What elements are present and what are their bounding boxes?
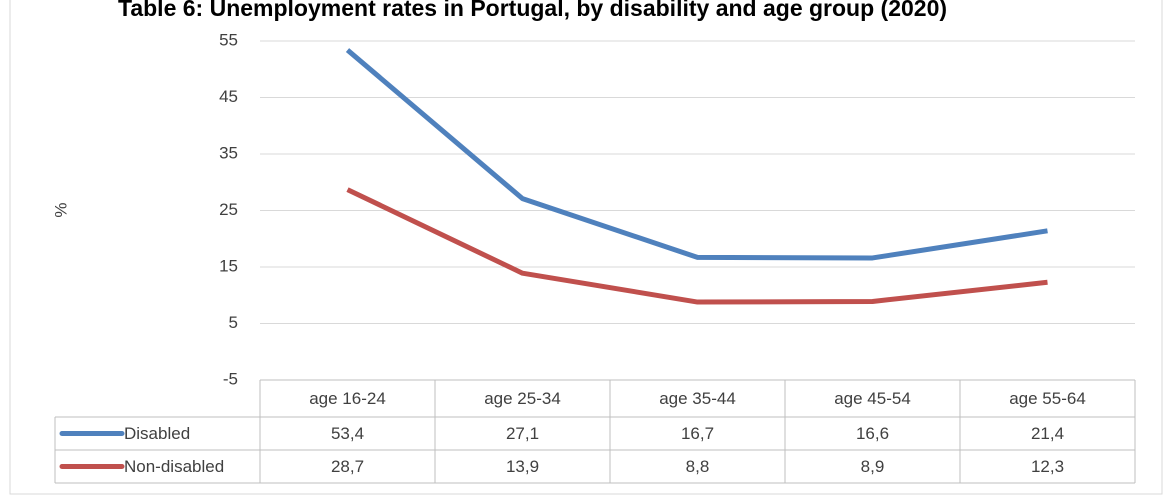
y-axis-label: % (51, 202, 70, 217)
data-label: 21,4 (1031, 424, 1064, 443)
legend-label: Non-disabled (124, 457, 224, 476)
data-label: 53,4 (331, 424, 364, 443)
data-label: 27,1 (506, 424, 539, 443)
data-label: 13,9 (506, 457, 539, 476)
legend-label: Disabled (124, 424, 190, 443)
y-tick-label: 5 (229, 313, 238, 332)
chart-title: Table 6: Unemployment rates in Portugal,… (118, 0, 947, 21)
data-label: 12,3 (1031, 457, 1064, 476)
y-tick-label: 55 (219, 30, 238, 49)
y-tick-label: 35 (219, 143, 238, 162)
y-tick-label: 15 (219, 256, 238, 275)
y-tick-label: 45 (219, 87, 238, 106)
x-tick-label: age 25-34 (484, 389, 561, 408)
data-label: 16,6 (856, 424, 889, 443)
x-tick-label: age 16-24 (309, 389, 386, 408)
data-label: 16,7 (681, 424, 714, 443)
y-tick-label: 25 (219, 200, 238, 219)
x-tick-label: age 55-64 (1009, 389, 1086, 408)
y-tick-label: -5 (223, 369, 238, 388)
x-tick-label: age 45-54 (834, 389, 911, 408)
data-label: 28,7 (331, 457, 364, 476)
data-label: 8,8 (686, 457, 710, 476)
series-line (345, 48, 1048, 261)
data-label: 8,9 (861, 457, 885, 476)
chart-border (9, 0, 1163, 495)
series-line (346, 187, 1048, 305)
x-tick-label: age 35-44 (659, 389, 736, 408)
